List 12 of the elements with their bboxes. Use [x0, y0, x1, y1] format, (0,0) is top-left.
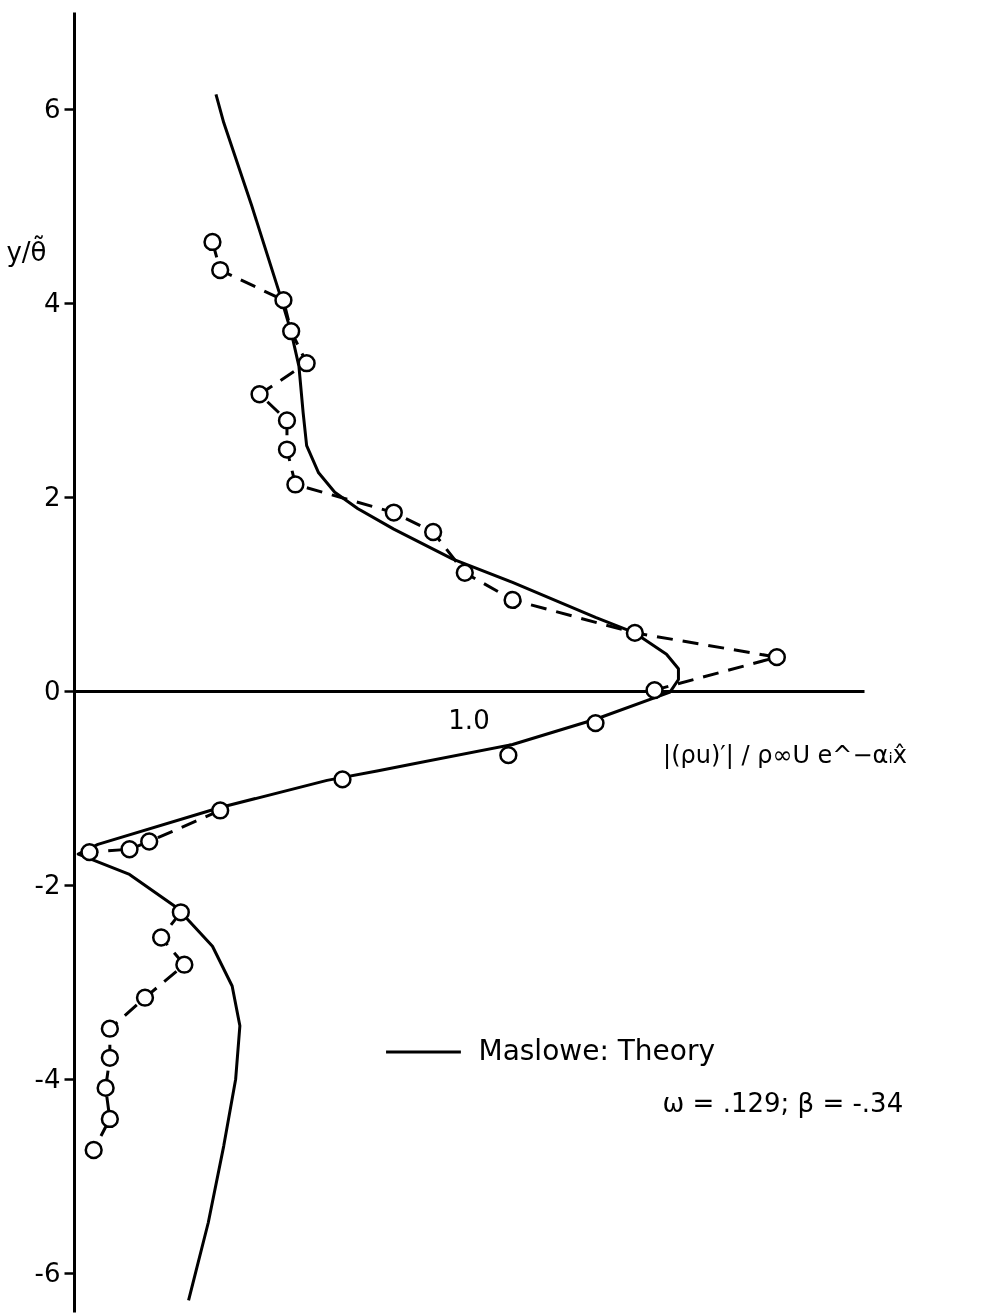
- annotation: 1.0: [448, 705, 490, 736]
- y-tick-label: -2: [34, 869, 61, 900]
- y-tick-label: 4: [43, 287, 61, 318]
- legend-label: Maslowe: Theory: [478, 1034, 716, 1067]
- x-axis-title: |(ρu)′| / ρ∞U e^−αᵢx̂: [663, 740, 907, 769]
- y-tick-label: 2: [43, 481, 61, 512]
- y-tick-label: 6: [43, 93, 61, 124]
- y-tick-label: -4: [34, 1063, 61, 1094]
- y-tick-label: 0: [43, 675, 61, 706]
- y-axis-title: y/θ̃: [6, 235, 47, 267]
- annotation: ω = .129; β = -.34: [662, 1088, 904, 1118]
- y-tick-label: -6: [34, 1257, 61, 1288]
